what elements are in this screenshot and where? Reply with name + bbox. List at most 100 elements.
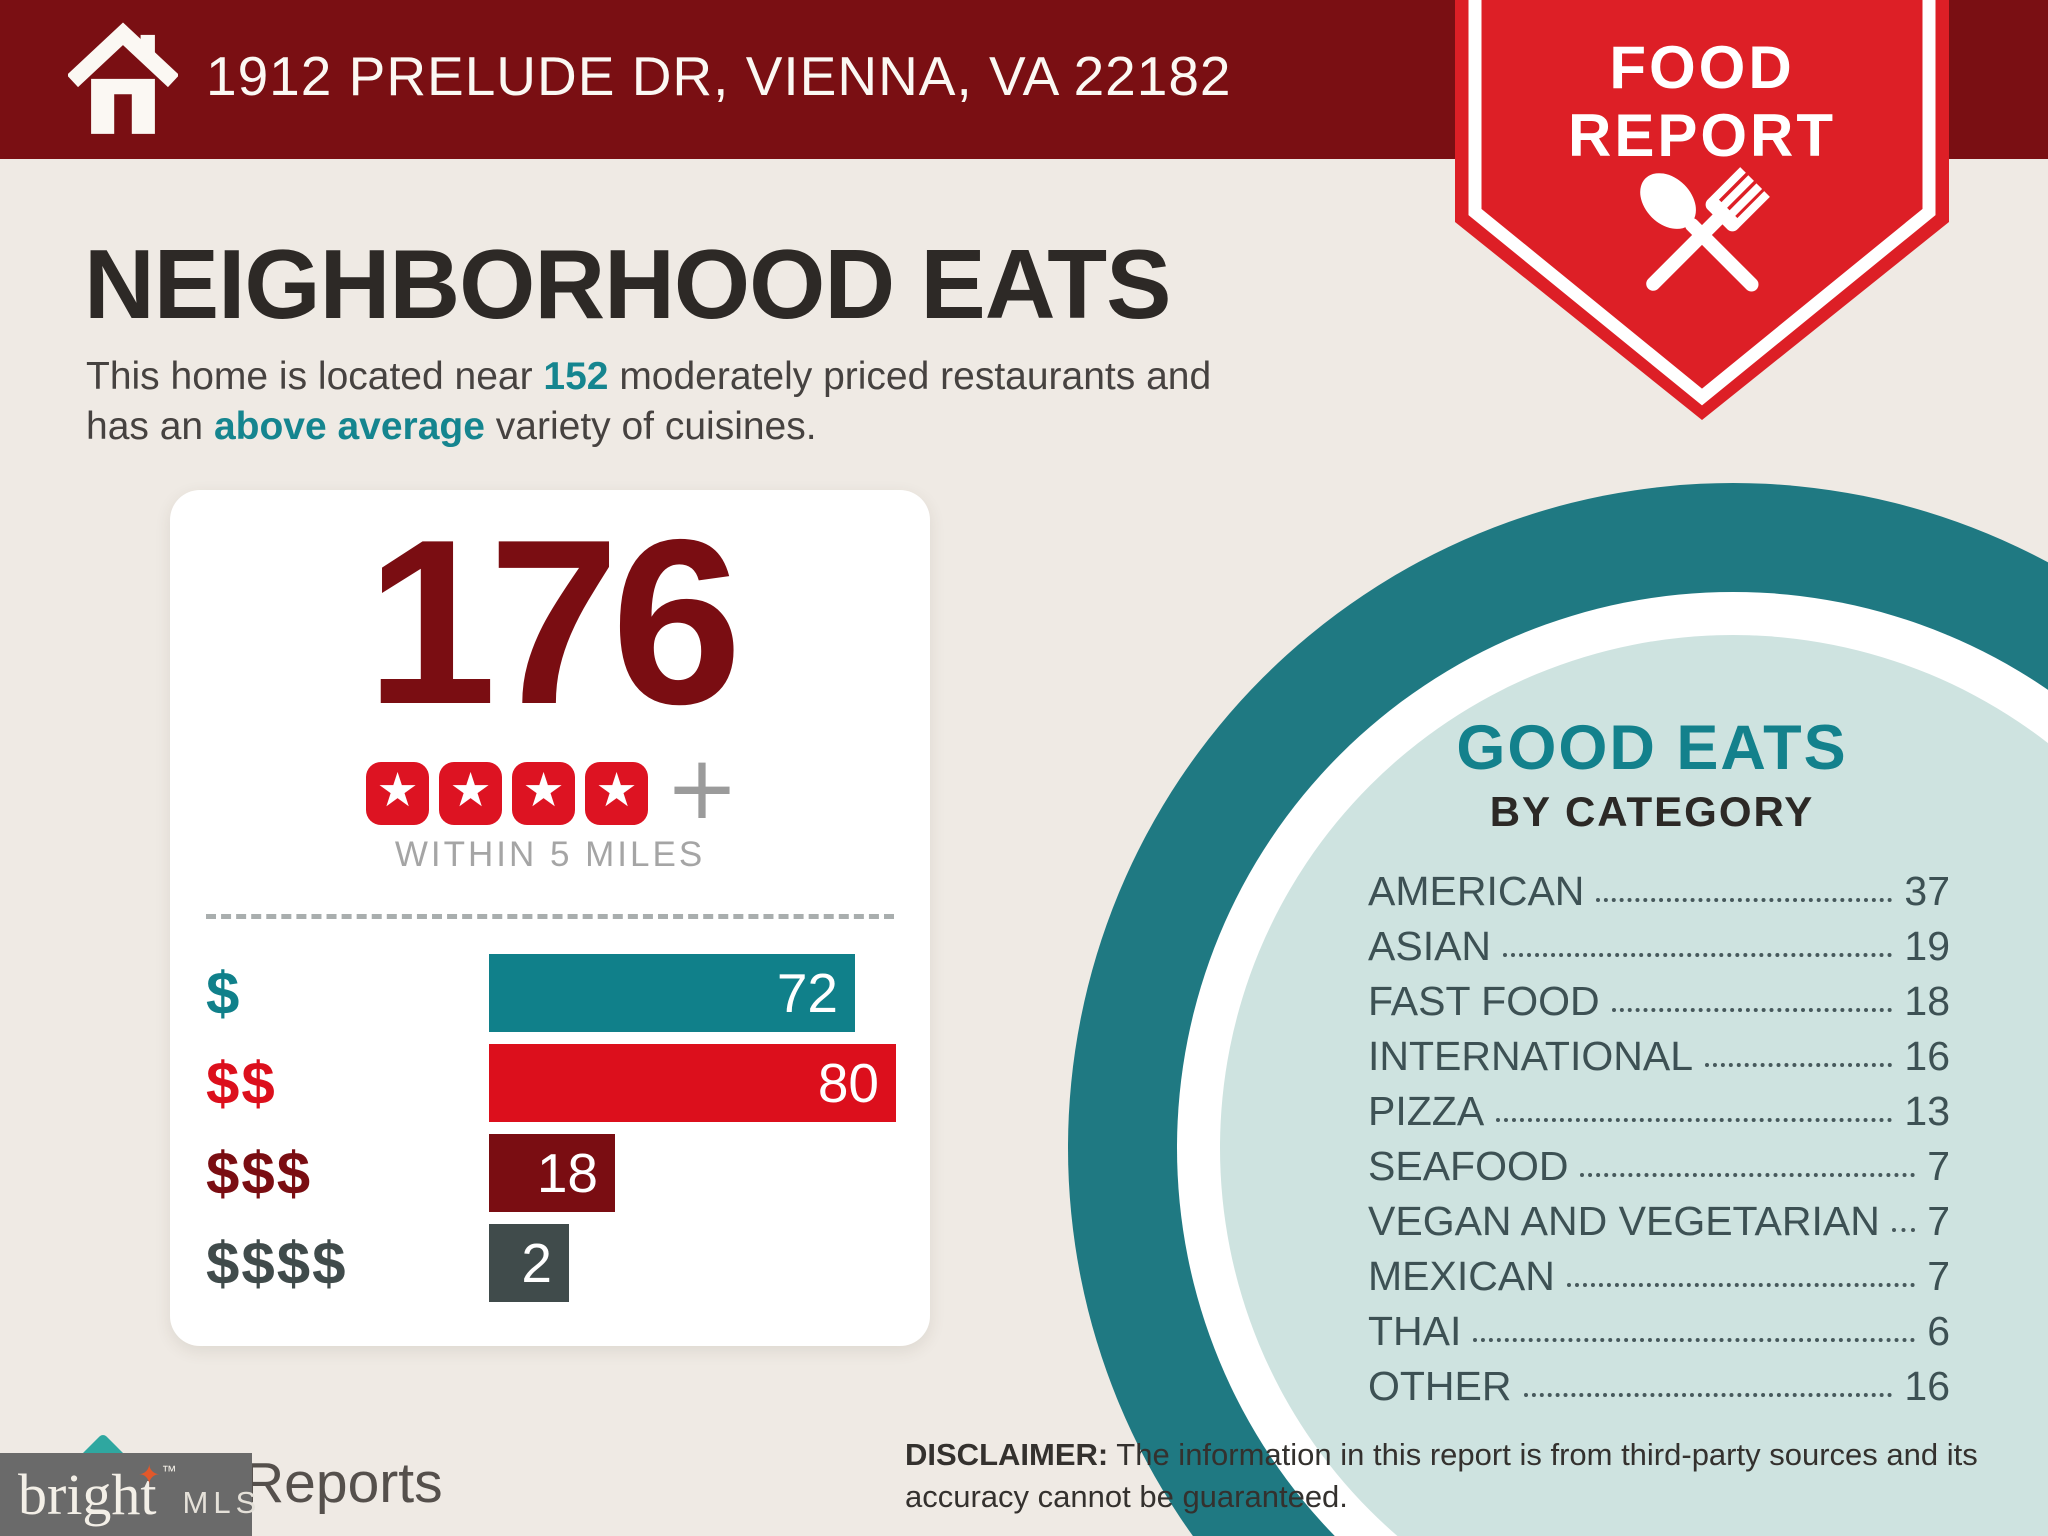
star-icon: ★ (439, 762, 503, 825)
price-tier-bar: 72 (489, 954, 855, 1032)
restaurant-summary-card: 176 ★ ★ ★ ★ + WITHIN 5 MILES $72 $$ 80 $$$ 18 $$… (170, 490, 930, 1346)
dotted-leader (1496, 1118, 1893, 1122)
category-row: VEGAN AND VEGETARIAN 7 (1368, 1191, 1950, 1246)
dotted-leader (1566, 1283, 1916, 1287)
price-bar-row: $72 (170, 954, 930, 1032)
disclaimer-text: DISCLAIMER: The information in this repo… (905, 1434, 2000, 1518)
star-glyph: ★ (522, 763, 565, 818)
category-label: INTERNATIONAL (1368, 1033, 1693, 1079)
category-row: INTERNATIONAL 16 (1368, 1026, 1950, 1081)
dotted-leader (1503, 953, 1893, 957)
category-row: SEAFOOD 7 (1368, 1136, 1950, 1191)
brightmls-watermark: bright ✦ ™ MLS (0, 1453, 256, 1536)
category-label: SEAFOOD (1368, 1143, 1569, 1189)
dotted-leader (1596, 898, 1893, 902)
star-icon: ★ (585, 762, 649, 825)
dashed-divider (206, 914, 894, 919)
page-subtitle: This home is located near 152 moderately… (86, 352, 1211, 452)
category-label: OTHER (1368, 1363, 1512, 1409)
restaurant-count-highlight: 152 (543, 355, 609, 398)
category-row: OTHER 16 (1368, 1356, 1950, 1411)
dotted-leader (1611, 1008, 1893, 1012)
reports-logo-text: Reports (243, 1451, 443, 1515)
brightmls-wordmark: bright ✦ ™ (18, 1462, 177, 1524)
price-tier-value: 72 (776, 962, 838, 1024)
ribbon-shape (1455, 0, 1949, 420)
crossed-utensils-icon (1640, 167, 1770, 292)
category-value: 16 (1904, 1363, 1950, 1409)
total-restaurant-count: 176 (365, 490, 742, 753)
price-tier-value: 2 (521, 1232, 552, 1294)
price-tier-bar: 80 (489, 1044, 896, 1122)
category-label: ASIAN (1368, 923, 1492, 969)
price-tier-label: $$ (206, 1049, 277, 1117)
category-value: 7 (1927, 1143, 1950, 1189)
dotted-leader (1891, 1228, 1916, 1232)
category-value: 18 (1904, 978, 1950, 1024)
price-tier-bar: 2 (489, 1224, 569, 1302)
price-tier-value: 18 (536, 1142, 598, 1204)
star-tiles: ★ ★ ★ ★ (361, 762, 653, 825)
disclaimer-label: DISCLAIMER: (905, 1437, 1109, 1472)
star-glyph: ★ (449, 763, 492, 818)
category-value: 6 (1927, 1308, 1950, 1354)
category-value: 37 (1904, 868, 1950, 914)
ribbon-inner-border (1468, 0, 1936, 406)
star-rating: ★ ★ ★ ★ + (170, 736, 930, 845)
price-tier-bar: 18 (489, 1134, 615, 1212)
category-label: FAST FOOD (1368, 978, 1600, 1024)
subtitle-text: This home is located near (86, 355, 544, 398)
category-value: 7 (1927, 1253, 1950, 1299)
price-tier-bar-chart: $72 $$ 80 $$$ 18 $$$$ 2 (170, 954, 930, 1314)
header-bar: 1912 PRELUDE DR, VIENNA, VA 22182 (0, 0, 2048, 159)
price-tier-label: $$$$ (206, 1229, 348, 1297)
category-row: AMERICAN 37 (1368, 861, 1950, 916)
disclaimer-line1: The information in this report is from t… (1108, 1437, 1978, 1472)
category-value: 7 (1927, 1198, 1950, 1244)
sparkle-icon: ✦ (137, 1459, 161, 1491)
star-icon: ★ (512, 762, 576, 825)
ribbon-title-line1: FOOD (1609, 34, 1794, 101)
brightmls-brand-text: bright (18, 1461, 157, 1527)
star-icon: ★ (366, 762, 430, 825)
variety-highlight: above average (213, 405, 485, 448)
page-title: NEIGHBORHOOD EATS (84, 229, 1171, 339)
food-report-ribbon: FOOD REPORT (1455, 0, 1949, 420)
category-row: MEXICAN 7 (1368, 1246, 1950, 1301)
circle-mint-fill (1220, 635, 2048, 1536)
dotted-leader (1523, 1393, 1893, 1397)
category-row: FAST FOOD 18 (1368, 971, 1950, 1026)
dotted-leader (1705, 1063, 1893, 1067)
category-row: PIZZA 13 (1368, 1081, 1950, 1136)
category-label: THAI (1368, 1308, 1462, 1354)
category-row: THAI 6 (1368, 1301, 1950, 1356)
subtitle-text: has an (86, 405, 214, 448)
brightmls-mls-text: MLS (182, 1484, 262, 1520)
category-label: PIZZA (1368, 1088, 1485, 1134)
plus-icon: + (665, 736, 739, 839)
category-value: 16 (1904, 1033, 1950, 1079)
category-value: 13 (1904, 1088, 1950, 1134)
price-bar-row: $$ 80 (170, 1044, 930, 1122)
price-tier-label: $$$ (206, 1139, 313, 1207)
subtitle-text: variety of cuisines. (484, 405, 817, 448)
good-eats-subtitle: BY CATEGORY (1489, 788, 1815, 835)
category-value: 19 (1904, 923, 1950, 969)
category-label: AMERICAN (1368, 868, 1585, 914)
ribbon-title-line2: REPORT (1568, 102, 1836, 169)
category-label: VEGAN AND VEGETARIAN (1368, 1198, 1880, 1244)
disclaimer-line2: accuracy cannot be guaranteed. (905, 1479, 1348, 1514)
trademark-symbol: ™ (161, 1462, 177, 1480)
price-bar-row: $$$ 18 (170, 1134, 930, 1212)
category-row: ASIAN 19 (1368, 916, 1950, 971)
price-bar-row: $$$$ 2 (170, 1224, 930, 1302)
home-icon (68, 22, 178, 134)
dotted-leader (1580, 1173, 1916, 1177)
property-address: 1912 PRELUDE DR, VIENNA, VA 22182 (206, 45, 1232, 107)
category-list: AMERICAN 37 ASIAN 19 FAST FOOD 18 INTERNATIONA… (1368, 861, 1950, 1411)
subtitle-text: moderately priced restaurants and (608, 355, 1212, 398)
radius-label: WITHIN 5 MILES (394, 835, 706, 874)
star-glyph: ★ (595, 763, 638, 818)
good-eats-title: GOOD EATS (1456, 713, 1848, 783)
